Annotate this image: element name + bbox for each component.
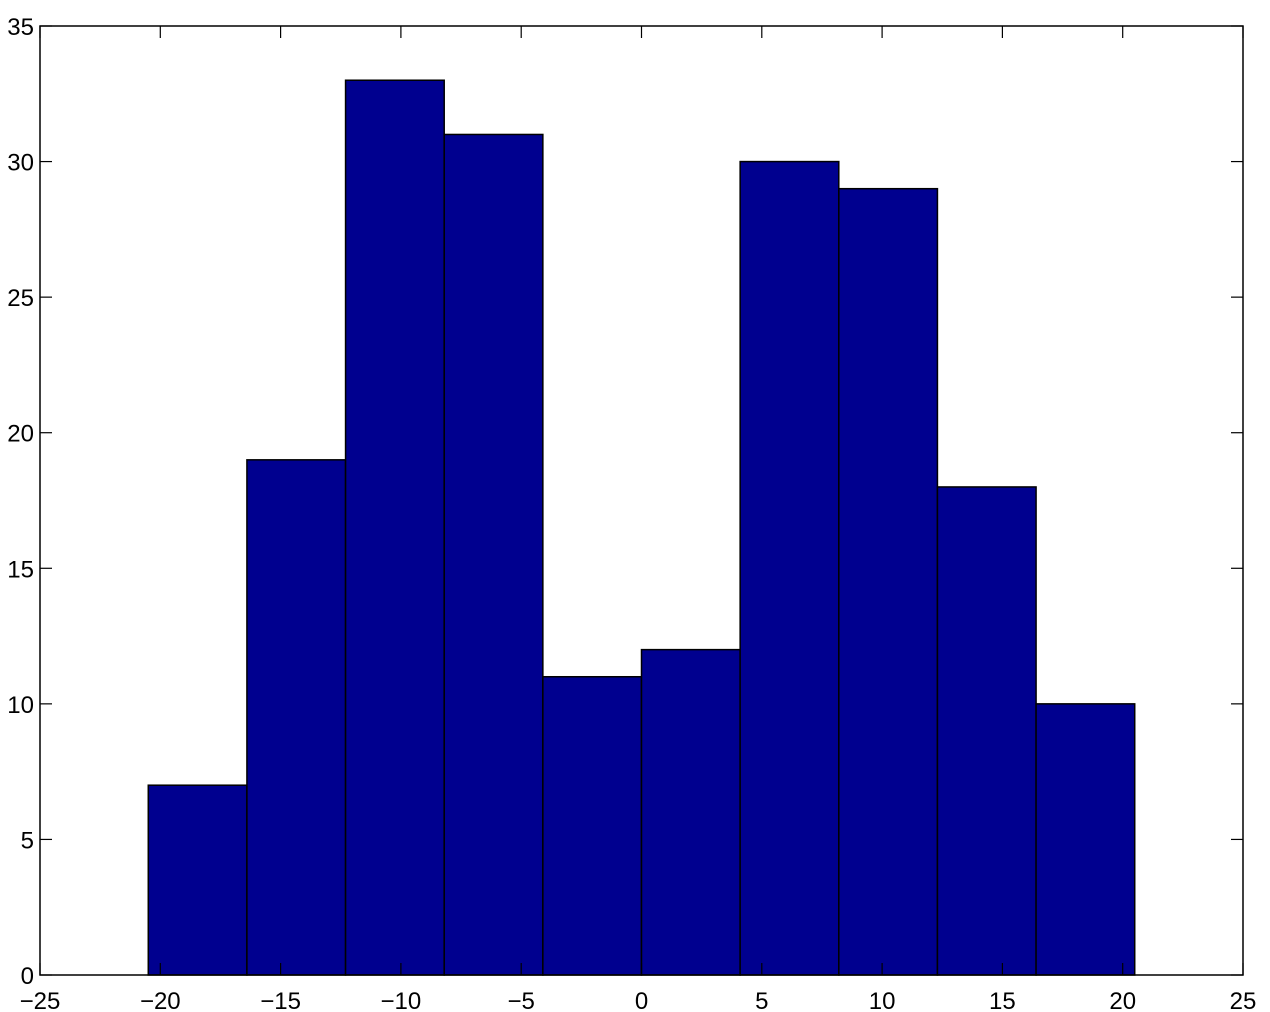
y-tick-label: 5 [21, 827, 34, 854]
x-tick-label: 0 [635, 988, 648, 1012]
y-tick-label: 25 [7, 285, 34, 312]
x-tick-label: 25 [1230, 988, 1257, 1012]
x-tick-label: −15 [260, 988, 301, 1012]
histogram-bar [838, 187, 939, 976]
y-tick-label: 20 [7, 421, 34, 448]
bars [147, 79, 1136, 976]
x-tick-label: 15 [989, 988, 1016, 1012]
axes-frame [39, 25, 1244, 976]
y-tick-label: 0 [21, 963, 34, 990]
histogram-bar [936, 486, 1037, 976]
histogram-bar [542, 675, 643, 976]
x-tick-label: 20 [1109, 988, 1136, 1012]
y-tick-label: 30 [7, 150, 34, 177]
x-tick-label: 10 [869, 988, 896, 1012]
x-tick-label: −10 [381, 988, 422, 1012]
histogram-bar [147, 784, 248, 976]
x-tick-label: −20 [140, 988, 181, 1012]
x-tick-label: −5 [508, 988, 535, 1012]
x-tick-label: 5 [755, 988, 768, 1012]
y-tick-label: 35 [7, 14, 34, 41]
tick-labels: −25 −20 −15 −10 −5 0 5 10 15 20 25 0 5 10 15 20 25 30 35 [7, 14, 1256, 1012]
histogram-bar [344, 79, 445, 976]
histogram-bar [246, 459, 347, 976]
y-tick-label: 10 [7, 692, 34, 719]
x-tick-label: −25 [20, 988, 61, 1012]
histogram-bar [739, 160, 840, 976]
histogram-bar [443, 133, 544, 976]
y-tick-label: 15 [7, 556, 34, 583]
histogram-bar [1035, 703, 1136, 976]
histogram-bar [640, 648, 741, 976]
